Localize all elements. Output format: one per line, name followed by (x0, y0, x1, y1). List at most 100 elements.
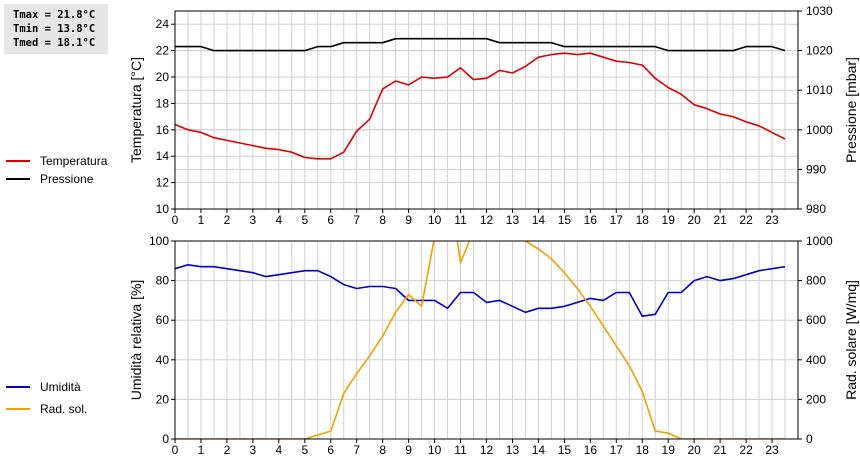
y-tick-label-left: 22 (156, 44, 170, 58)
x-tick-label: 18 (636, 443, 650, 457)
x-tick-label: 15 (558, 213, 572, 227)
x-tick-label: 1 (198, 443, 205, 457)
x-tick-label: 0 (172, 443, 179, 457)
x-tick-label: 13 (506, 443, 520, 457)
series-line-pressione (175, 37, 786, 52)
x-tick-label: 3 (250, 443, 257, 457)
y-axis-label-left: Temperatura [°C] (128, 57, 144, 163)
x-tick-label: 12 (480, 443, 494, 457)
x-tick-label: 2 (224, 213, 231, 227)
x-tick-label: 0 (172, 213, 179, 227)
y-tick-label-right: 1000 (806, 234, 833, 248)
x-tick-label: 17 (610, 443, 624, 457)
x-tick-label: 19 (662, 443, 676, 457)
legend-swatch-pressione (6, 178, 30, 180)
x-tick-label: 9 (405, 443, 412, 457)
y-tick-label-left: 16 (156, 123, 170, 137)
x-tick-label: 23 (765, 213, 779, 227)
stats-box: Tmax = 21.8°C Tmin = 13.8°C Tmed = 18.1°… (4, 4, 108, 54)
series-line-temperatura (175, 52, 786, 160)
x-tick-label: 1 (198, 213, 205, 227)
x-tick-label: 7 (353, 443, 360, 457)
x-tick-label: 21 (713, 443, 727, 457)
x-tick-label: 3 (250, 213, 257, 227)
y-tick-label-left: 24 (156, 17, 170, 31)
tmed-text: Tmed = 18.1°C (13, 37, 96, 49)
legend-label-rad-sol: Rad. sol. (40, 402, 88, 416)
x-tick-label: 14 (532, 213, 546, 227)
y-tick-label-left: 80 (156, 274, 170, 288)
tmin-text: Tmin = 13.8°C (13, 23, 96, 35)
y-tick-label-right: 980 (806, 202, 826, 216)
x-tick-label: 22 (739, 213, 753, 227)
x-tick-label: 11 (454, 443, 467, 457)
y-tick-label-right: 990 (806, 162, 826, 176)
y-axis-label-right: Rad. solare [W/mq] (843, 280, 859, 400)
x-tick-label: 5 (301, 443, 308, 457)
x-tick-label: 4 (275, 443, 282, 457)
x-tick-label: 19 (662, 213, 676, 227)
y-tick-label-left: 14 (156, 149, 170, 163)
y-tick-label-right: 600 (806, 313, 826, 327)
x-tick-label: 2 (224, 443, 231, 457)
y-tick-label-left: 18 (156, 96, 170, 110)
series-line-umidit (175, 263, 786, 318)
chart-temp: 0 1 2 3 4 5 6 7 8 9 10 11 12 13 14 15 16 17 18 19 20 21 22 2310… (128, 4, 859, 227)
x-tick-label: 5 (301, 213, 308, 227)
x-tick-label: 8 (379, 213, 386, 227)
x-tick-label: 6 (327, 213, 334, 227)
x-tick-label: 21 (713, 213, 727, 227)
x-tick-label: 20 (687, 443, 701, 457)
y-tick-label-right: 1000 (806, 123, 833, 137)
chart-hum: 0 1 2 3 4 5 6 7 8 9 10 11 12 13 14 15 16 17 18 19 20 21 22 2302… (128, 234, 859, 457)
x-tick-label: 9 (405, 213, 412, 227)
x-tick-label: 22 (739, 443, 753, 457)
y-tick-label-right: 1010 (806, 83, 833, 97)
x-tick-label: 16 (584, 443, 598, 457)
y-tick-label-left: 0 (162, 432, 169, 446)
y-tick-label-right: 0 (806, 432, 813, 446)
y-tick-label-right: 1030 (806, 4, 833, 18)
y-axis-label-right: Pressione [mbar] (843, 57, 859, 163)
y-axis-label-left: Umidità relativa [%] (128, 280, 144, 401)
legend-item-temperatura: Temperatura (6, 153, 107, 169)
x-tick-label: 17 (610, 213, 624, 227)
y-tick-label-left: 12 (156, 176, 170, 190)
x-tick-label: 12 (480, 213, 494, 227)
y-tick-label-right: 400 (806, 353, 826, 367)
x-tick-label: 4 (275, 213, 282, 227)
legend-label-pressione: Pressione (40, 172, 94, 186)
x-tick-label: 15 (558, 443, 572, 457)
x-tick-label: 11 (454, 213, 467, 227)
y-tick-label-left: 40 (156, 353, 170, 367)
y-tick-label-left: 60 (156, 313, 170, 327)
legend-swatch-rad-sol (6, 408, 30, 410)
y-tick-label-right: 1020 (806, 44, 833, 58)
legend-item-pressione: Pressione (6, 171, 93, 187)
legend-item-umidita: Umidità (6, 379, 81, 395)
x-tick-label: 10 (428, 213, 442, 227)
y-tick-label-right: 800 (806, 274, 826, 288)
legend-item-rad-sol: Rad. sol. (6, 401, 87, 417)
y-tick-label-left: 20 (156, 392, 170, 406)
legend-swatch-umidita (6, 386, 30, 388)
x-tick-label: 14 (532, 443, 546, 457)
x-tick-label: 18 (636, 213, 650, 227)
legend-swatch-temperatura (6, 160, 30, 162)
x-tick-label: 16 (584, 213, 598, 227)
legend-label-temperatura: Temperatura (40, 154, 108, 168)
y-tick-label-left: 20 (156, 70, 170, 84)
x-tick-label: 13 (506, 213, 520, 227)
x-tick-label: 8 (379, 443, 386, 457)
x-tick-label: 23 (765, 443, 779, 457)
legend-label-umidita: Umidità (40, 380, 81, 394)
x-tick-label: 20 (687, 213, 701, 227)
y-tick-label-right: 200 (806, 392, 826, 406)
y-tick-label-left: 100 (149, 234, 169, 248)
x-tick-label: 7 (353, 213, 360, 227)
tmax-text: Tmax = 21.8°C (13, 9, 96, 21)
x-tick-label: 10 (428, 443, 442, 457)
y-tick-label-left: 10 (156, 202, 170, 216)
x-tick-label: 6 (327, 443, 334, 457)
